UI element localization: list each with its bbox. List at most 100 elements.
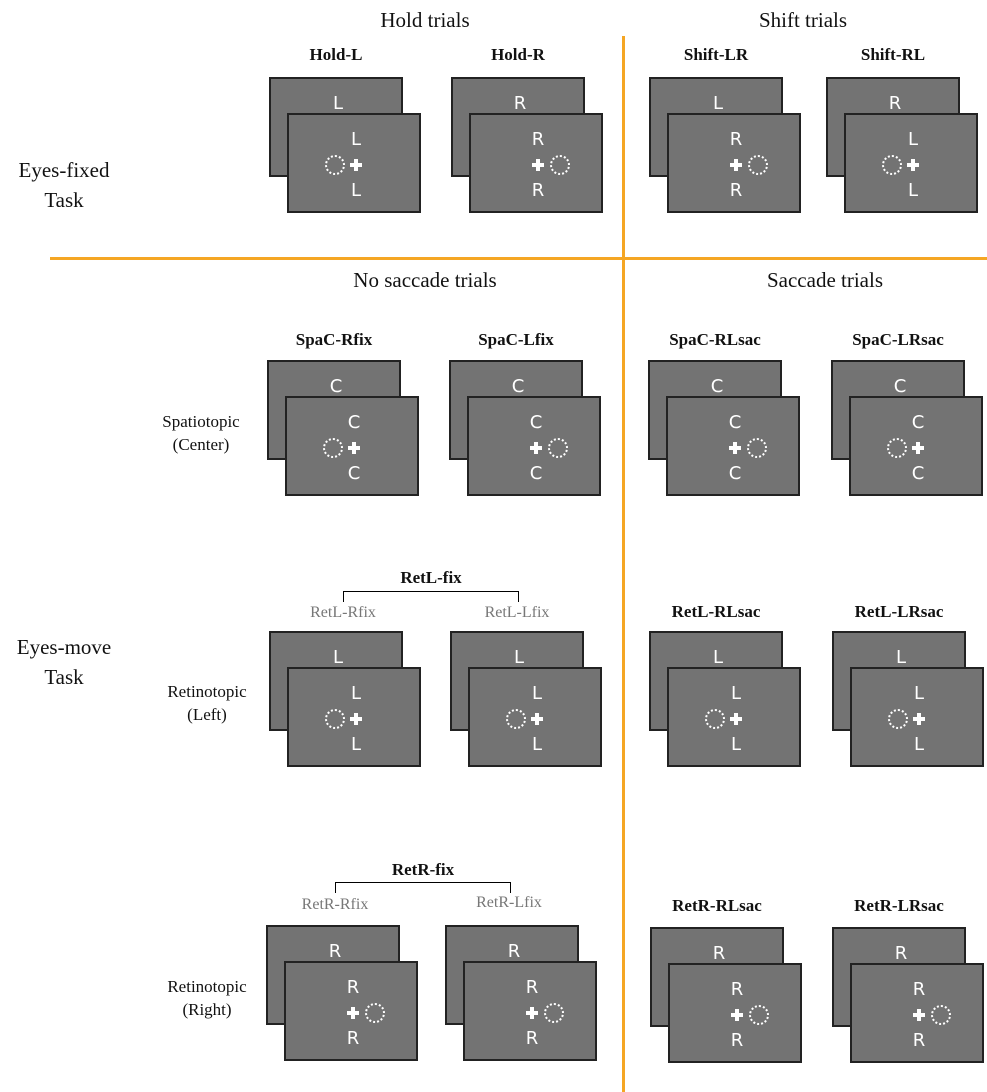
lower-letter: L: [913, 734, 925, 755]
condition-label-spac-rlsac: SpaC-RLsac: [669, 330, 761, 349]
upper-letter: L: [350, 683, 362, 704]
header-shift-trials: Shift trials: [758, 8, 848, 32]
stimulus-circle-icon: [365, 1003, 385, 1023]
lower-letter: R: [729, 180, 743, 201]
condition-label-spac-rfix: SpaC-Rfix: [295, 330, 373, 349]
sub-label-retr-lfix: RetR-Lfix: [476, 894, 542, 911]
lower-letter: C: [347, 463, 361, 484]
upper-letter: C: [511, 376, 525, 397]
bracket-retr-fix: [335, 882, 511, 893]
upper-letter: C: [893, 376, 907, 397]
fixation-cross-icon: [532, 159, 544, 171]
upper-letter: L: [332, 647, 344, 668]
fixation-cross-icon: [731, 1009, 743, 1021]
stimulus-circle-icon: [506, 709, 526, 729]
vertical-divider: [622, 36, 625, 1092]
fixation-cross-icon: [347, 1007, 359, 1019]
upper-letter: C: [728, 412, 742, 433]
upper-letter: R: [712, 943, 726, 964]
lower-letter: L: [907, 180, 919, 201]
label-retinotopic-left: Retinotopic (Left): [167, 680, 246, 726]
upper-letter: R: [328, 941, 342, 962]
lower-letter: C: [529, 463, 543, 484]
condition-label-hold-r: Hold-R: [491, 45, 545, 64]
label-line: (Left): [187, 705, 227, 724]
upper-letter: R: [525, 977, 539, 998]
stimulus-circle-icon: [325, 709, 345, 729]
upper-letter: L: [332, 93, 344, 114]
upper-letter: L: [712, 93, 724, 114]
upper-letter: C: [710, 376, 724, 397]
fixation-cross-icon: [912, 442, 924, 454]
stimulus-circle-icon: [931, 1005, 951, 1025]
label-line: Spatiotopic: [162, 412, 240, 431]
label-retinotopic-right: Retinotopic (Right): [167, 975, 246, 1021]
header-no-saccade-trials: No saccade trials: [353, 268, 497, 292]
upper-letter: C: [329, 376, 343, 397]
lower-letter: L: [350, 180, 362, 201]
fixation-cross-icon: [530, 442, 542, 454]
fixation-cross-icon: [913, 1009, 925, 1021]
sub-label-retl-lfix: RetL-Lfix: [484, 604, 550, 621]
group-label-retr-fix: RetR-fix: [391, 860, 455, 879]
label-eyes-move-task: Eyes-move Task: [17, 632, 111, 692]
stimulus-circle-icon: [882, 155, 902, 175]
group-label-retl-fix: RetL-fix: [400, 568, 462, 587]
fixation-cross-icon: [350, 159, 362, 171]
stimulus-circle-icon: [749, 1005, 769, 1025]
label-line: Task: [44, 188, 84, 212]
condition-label-spac-lfix: SpaC-Lfix: [478, 330, 554, 349]
upper-letter: L: [895, 647, 907, 668]
upper-letter: R: [888, 93, 902, 114]
lower-letter: L: [531, 734, 543, 755]
label-line: Retinotopic: [167, 682, 247, 701]
label-line: (Center): [172, 435, 230, 454]
lower-letter: R: [346, 1028, 360, 1049]
upper-letter: L: [350, 129, 362, 150]
fixation-cross-icon: [729, 442, 741, 454]
condition-label-hold-l: Hold-L: [309, 45, 363, 64]
upper-letter: L: [531, 683, 543, 704]
label-line: Task: [44, 665, 84, 689]
fixation-cross-icon: [907, 159, 919, 171]
fixation-cross-icon: [531, 713, 543, 725]
lower-letter: L: [350, 734, 362, 755]
lower-letter: L: [730, 734, 742, 755]
sub-label-retl-rfix: RetL-Rfix: [310, 604, 376, 621]
upper-letter: L: [513, 647, 525, 668]
horizontal-divider: [50, 257, 987, 260]
stimulus-circle-icon: [887, 438, 907, 458]
upper-letter: R: [729, 129, 743, 150]
stimulus-circle-icon: [548, 438, 568, 458]
stimulus-circle-icon: [544, 1003, 564, 1023]
upper-letter: L: [730, 683, 742, 704]
upper-letter: L: [907, 129, 919, 150]
stimulus-circle-icon: [705, 709, 725, 729]
upper-letter: R: [507, 941, 521, 962]
upper-letter: R: [894, 943, 908, 964]
lower-letter: R: [912, 1030, 926, 1051]
fixation-cross-icon: [526, 1007, 538, 1019]
